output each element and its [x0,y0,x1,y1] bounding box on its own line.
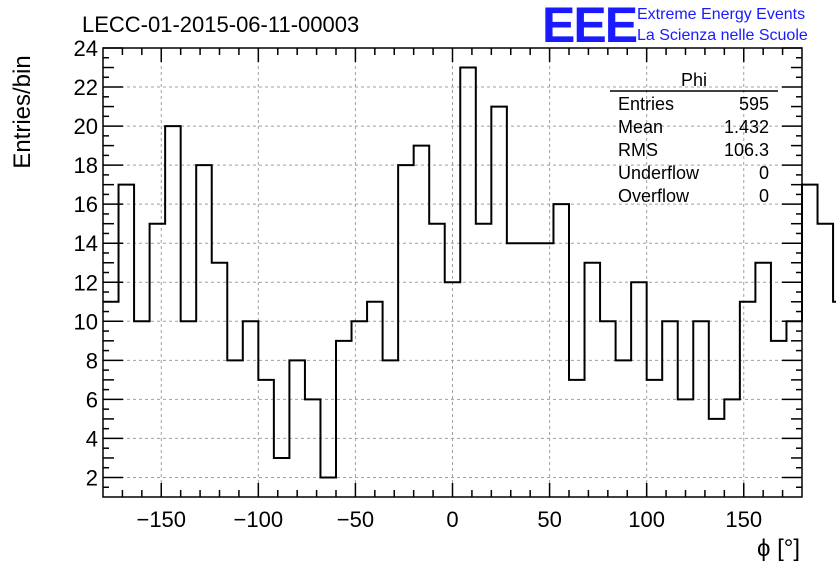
stats-value: 595 [739,94,769,114]
stats-label: Underflow [618,163,700,183]
histogram-bin [491,107,507,497]
histogram-bin [367,302,383,497]
histogram-bin [724,399,740,497]
histogram-bin [212,263,228,497]
y-tick-label: 24 [74,36,98,61]
histogram-bin [227,360,243,497]
x-tick-label: −50 [337,507,374,532]
x-tick-label: 50 [537,507,561,532]
stats-value: 106.3 [724,140,769,160]
x-tick-label: −100 [234,507,284,532]
histogram-bin [818,224,834,497]
histogram-bin [709,419,725,497]
histogram-bin [181,321,197,497]
stats-label: Overflow [618,186,690,206]
y-tick-label: 8 [86,348,98,373]
histogram-bin [119,185,135,497]
histogram-bin [740,302,756,497]
histogram-bin [771,341,787,497]
histogram-bin [398,165,414,497]
stats-value: 0 [759,163,769,183]
eee-line2: La Scienza nelle Scuole [637,27,808,44]
histogram-bin [616,360,632,497]
histogram-bin [320,477,336,497]
histogram-bin [600,321,616,497]
histogram-bin [196,165,212,497]
histogram-line [103,66,836,479]
histogram-bin [103,302,119,497]
x-tick-label: 0 [446,507,458,532]
histogram-bin [476,224,492,497]
x-axis-title: ϕ [°] [757,535,800,562]
histogram-bin [755,263,771,497]
histogram-bin [305,399,321,497]
stats-value: 1.432 [724,117,769,137]
histogram-bin [802,185,818,497]
histogram-bin [507,243,523,497]
x-tick-label: 150 [725,507,762,532]
stats-title: Phi [681,70,707,90]
y-tick-label: 14 [74,231,98,256]
y-tick-label: 12 [74,270,98,295]
histogram-bin [150,224,166,497]
histogram-bin [352,321,368,497]
y-tick-label: 22 [74,75,98,100]
histogram-bin [289,360,305,497]
histogram-bin [585,263,601,497]
eee-line1: Extreme Energy Events [637,6,805,23]
histogram-bin [336,341,352,497]
y-tick-label: 6 [86,387,98,412]
histogram-bin [522,243,538,497]
axis-ticks [103,47,802,497]
histogram-bin [414,146,430,497]
histogram-bin [243,321,259,497]
histogram-bin [134,321,150,497]
histogram-bin [538,243,554,497]
histogram-bin [553,204,569,497]
histogram-bin [258,380,274,497]
histogram-bin [693,321,709,497]
x-tick-label: 100 [628,507,665,532]
y-tick-label: 16 [74,192,98,217]
histogram-bin [460,68,476,497]
histogram-bin [631,282,647,497]
stats-rows: Entries 595 Mean 1.432 RMS 106.3 Underflow 0 Ove… [618,94,769,206]
stats-label: Mean [618,117,663,137]
histogram-bin [274,458,290,497]
stats-label: Entries [618,94,674,114]
x-tick-label: −150 [136,507,186,532]
y-tick-label: 4 [86,426,98,451]
chart-title: LECC-01-2015-06-11-00003 [82,12,359,37]
stats-label: RMS [618,140,658,160]
y-tick-label: 18 [74,153,98,178]
histogram-bin [383,360,399,497]
histogram-bin [678,399,694,497]
histogram-bin [647,380,663,497]
y-axis-title: Entries/bin [9,55,36,168]
stats-box: Phi Entries 595 Mean 1.432 RMS 106.3 Underflow… [610,70,778,206]
y-tick-label: 20 [74,114,98,139]
histogram-bin [662,321,678,497]
histogram-bin [429,224,445,497]
histogram-bin [445,282,461,497]
histogram-bin [569,380,585,497]
histogram-bin [165,126,181,497]
y-tick-label: 10 [74,309,98,334]
y-tick-label: 2 [86,465,98,490]
eee-logo: EEE Extreme Energy Events La Scienza nel… [542,0,808,53]
eee-logo-text: EEE [542,0,637,53]
histogram-bin [786,321,802,497]
stats-value: 0 [759,186,769,206]
